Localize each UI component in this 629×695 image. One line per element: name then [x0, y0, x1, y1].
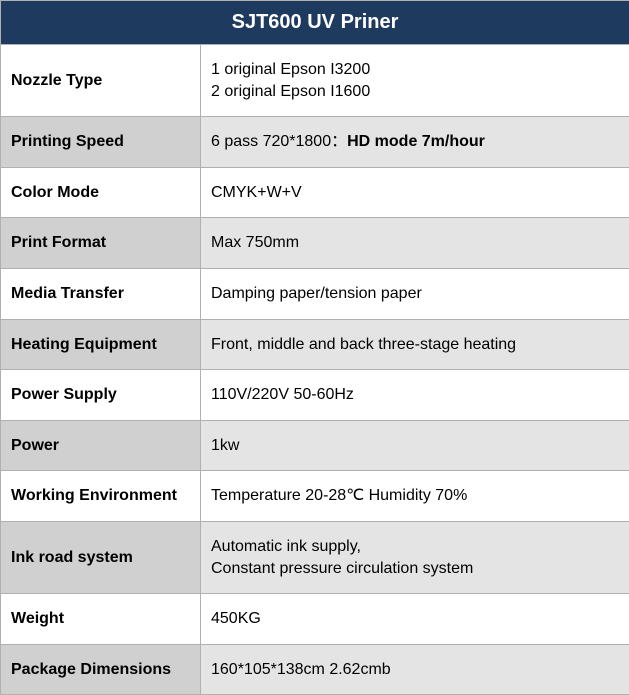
row-value: Max 750mm — [201, 218, 629, 269]
row-label: Working Environment — [1, 471, 201, 522]
row-value: Temperature 20-28℃ Humidity 70% — [201, 471, 629, 522]
row-value: 6 pass 720*1800：HD mode 7m/hour — [201, 117, 629, 168]
row-label: Printing Speed — [1, 117, 201, 168]
row-label: Ink road system — [1, 521, 201, 593]
row-label: Print Format — [1, 218, 201, 269]
table-row: Color Mode CMYK+W+V — [1, 167, 629, 218]
table-row: Ink road system Automatic ink supply, Co… — [1, 521, 629, 593]
row-value: 450KG — [201, 594, 629, 645]
table-row: Media Transfer Damping paper/tension pap… — [1, 268, 629, 319]
row-label: Heating Equipment — [1, 319, 201, 370]
row-value: 160*105*138cm 2.62cmb — [201, 644, 629, 695]
spec-table: SJT600 UV Priner Nozzle Type 1 original … — [0, 0, 629, 695]
row-value: 110V/220V 50-60Hz — [201, 370, 629, 421]
table-row: Weight 450KG — [1, 594, 629, 645]
row-label: Weight — [1, 594, 201, 645]
table-title: SJT600 UV Priner — [1, 1, 629, 45]
row-label: Power Supply — [1, 370, 201, 421]
table-row: Printing Speed 6 pass 720*1800：HD mode 7… — [1, 117, 629, 168]
table-row: Working Environment Temperature 20-28℃ H… — [1, 471, 629, 522]
table-row: Package Dimensions 160*105*138cm 2.62cmb — [1, 644, 629, 695]
table-row: Print Format Max 750mm — [1, 218, 629, 269]
row-label: Media Transfer — [1, 268, 201, 319]
row-value: Automatic ink supply, Constant pressure … — [201, 521, 629, 593]
table-row: Heating Equipment Front, middle and back… — [1, 319, 629, 370]
row-value: Front, middle and back three-stage heati… — [201, 319, 629, 370]
table-row: Power 1kw — [1, 420, 629, 471]
row-value: 1kw — [201, 420, 629, 471]
row-label: Power — [1, 420, 201, 471]
row-value: CMYK+W+V — [201, 167, 629, 218]
row-label: Package Dimensions — [1, 644, 201, 695]
row-value: Damping paper/tension paper — [201, 268, 629, 319]
row-label: Nozzle Type — [1, 45, 201, 117]
title-row: SJT600 UV Priner — [1, 1, 629, 45]
row-label: Color Mode — [1, 167, 201, 218]
table-row: Power Supply 110V/220V 50-60Hz — [1, 370, 629, 421]
row-value: 1 original Epson I3200 2 original Epson … — [201, 45, 629, 117]
table-row: Nozzle Type 1 original Epson I3200 2 ori… — [1, 45, 629, 117]
